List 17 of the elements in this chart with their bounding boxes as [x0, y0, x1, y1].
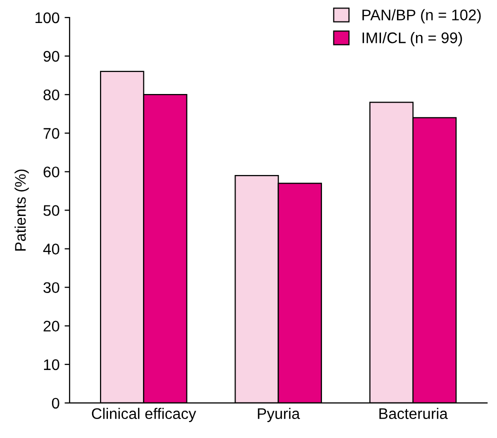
y-tick-label: 70 — [44, 128, 60, 139]
y-tick-label: 80 — [44, 89, 60, 100]
y-tick-label: 20 — [44, 320, 60, 332]
x-tick-label: Bacteruria — [379, 408, 448, 420]
y-tick-label: 100 — [36, 12, 60, 24]
y-axis-title: Patients (%) — [14, 170, 29, 251]
y-tick-label: 90 — [44, 50, 60, 62]
y-tick-label: 40 — [43, 244, 60, 254]
y-tick-label: 10 — [44, 359, 60, 370]
y-tick-label: 50 — [43, 205, 60, 216]
x-tick-label: Clinical efficacy — [92, 408, 196, 422]
y-tick-label: 30 — [43, 282, 60, 294]
x-tick-label: Pyuria — [258, 408, 300, 422]
legend-label: PAN/BP (n = 102) — [362, 9, 481, 24]
legend-label: IMI/CL (n = 99) — [362, 32, 462, 46]
y-tick-label: 0 — [52, 398, 60, 409]
y-tick-label: 60 — [44, 166, 60, 178]
